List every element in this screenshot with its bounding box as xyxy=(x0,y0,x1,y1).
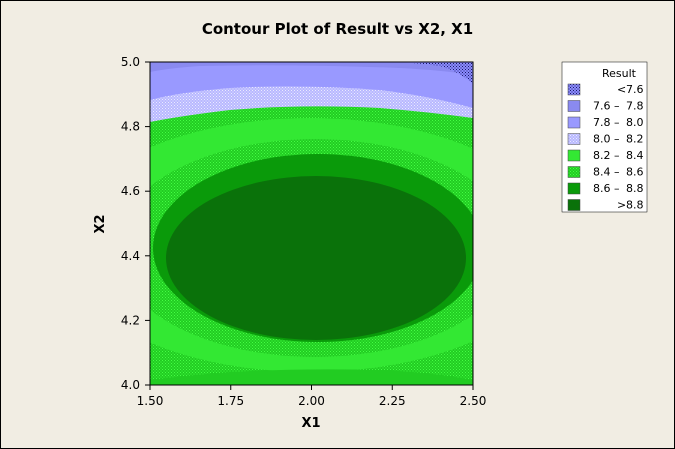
legend-title: Result xyxy=(602,67,637,80)
contour-region-bottom-8.4-8.6 xyxy=(150,369,473,385)
legend-swatch xyxy=(567,182,581,195)
legend-label-high: 8.4 xyxy=(626,149,644,162)
legend-label-low: > xyxy=(617,199,626,212)
legend-label-low: < xyxy=(617,83,626,96)
legend-label-low: 8.2 xyxy=(593,149,611,162)
legend-swatch xyxy=(567,100,581,112)
contour-region-7.6-7.8 xyxy=(150,62,473,75)
legend-label-high: 7.8 xyxy=(626,100,644,113)
contour-region-7.8-8.0 xyxy=(150,62,473,108)
legend-dash: – xyxy=(614,166,620,179)
y-tick-label: 4.4 xyxy=(121,249,140,263)
contour-regions xyxy=(150,62,473,385)
legend-label-high: 8.8 xyxy=(626,182,644,195)
legend-swatch xyxy=(567,166,581,178)
legend-label-high: 8.8 xyxy=(626,199,644,212)
x-tick-label: 1.50 xyxy=(137,394,164,408)
legend-swatch xyxy=(567,199,581,211)
legend-dash: – xyxy=(614,149,620,162)
legend-label-high: 7.6 xyxy=(626,83,644,96)
legend-swatch xyxy=(567,133,581,145)
legend-label-low: 8.6 xyxy=(593,182,611,195)
x-tick-label: 1.75 xyxy=(217,394,244,408)
x-axis-label: X1 xyxy=(301,416,320,431)
contour-region-lt-7.6 xyxy=(395,62,473,84)
legend-label-high: 8.0 xyxy=(626,116,644,129)
legend-swatch xyxy=(567,116,581,129)
legend-label-low: 7.8 xyxy=(593,116,611,129)
x-axis-ticks: 1.50 1.75 2.00 2.25 2.50 xyxy=(137,385,487,408)
y-axis-label: X2 xyxy=(93,214,108,233)
legend-swatch xyxy=(567,83,581,96)
y-tick-label: 4.2 xyxy=(121,313,140,327)
y-tick-label: 4.8 xyxy=(121,120,140,134)
legend-dash: – xyxy=(614,116,620,129)
legend-swatch xyxy=(567,149,581,162)
legend-label-low: 8.4 xyxy=(593,166,611,179)
x-tick-label: 2.50 xyxy=(460,394,487,408)
legend-label-high: 8.6 xyxy=(626,166,644,179)
chart-title: Contour Plot of Result vs X2, X1 xyxy=(201,20,474,38)
x-tick-label: 2.00 xyxy=(298,394,325,408)
legend-label-low: 8.0 xyxy=(593,133,611,146)
y-tick-label: 4.0 xyxy=(121,378,140,392)
legend: Result <7.67.6–7.87.8–8.08.0–8.28.2–8.48… xyxy=(561,61,648,213)
y-tick-label: 4.6 xyxy=(121,184,140,198)
legend-dash: – xyxy=(614,100,620,113)
legend-label-high: 8.2 xyxy=(626,133,644,146)
y-tick-label: 5.0 xyxy=(121,55,140,69)
legend-dash: – xyxy=(614,133,620,146)
legend-label-low: 7.6 xyxy=(593,100,611,113)
x-tick-label: 2.25 xyxy=(379,394,406,408)
legend-dash: – xyxy=(614,182,620,195)
y-axis-ticks: 4.0 4.2 4.4 4.6 4.8 5.0 xyxy=(121,55,150,392)
contour-region-gt-8.8 xyxy=(166,176,466,340)
